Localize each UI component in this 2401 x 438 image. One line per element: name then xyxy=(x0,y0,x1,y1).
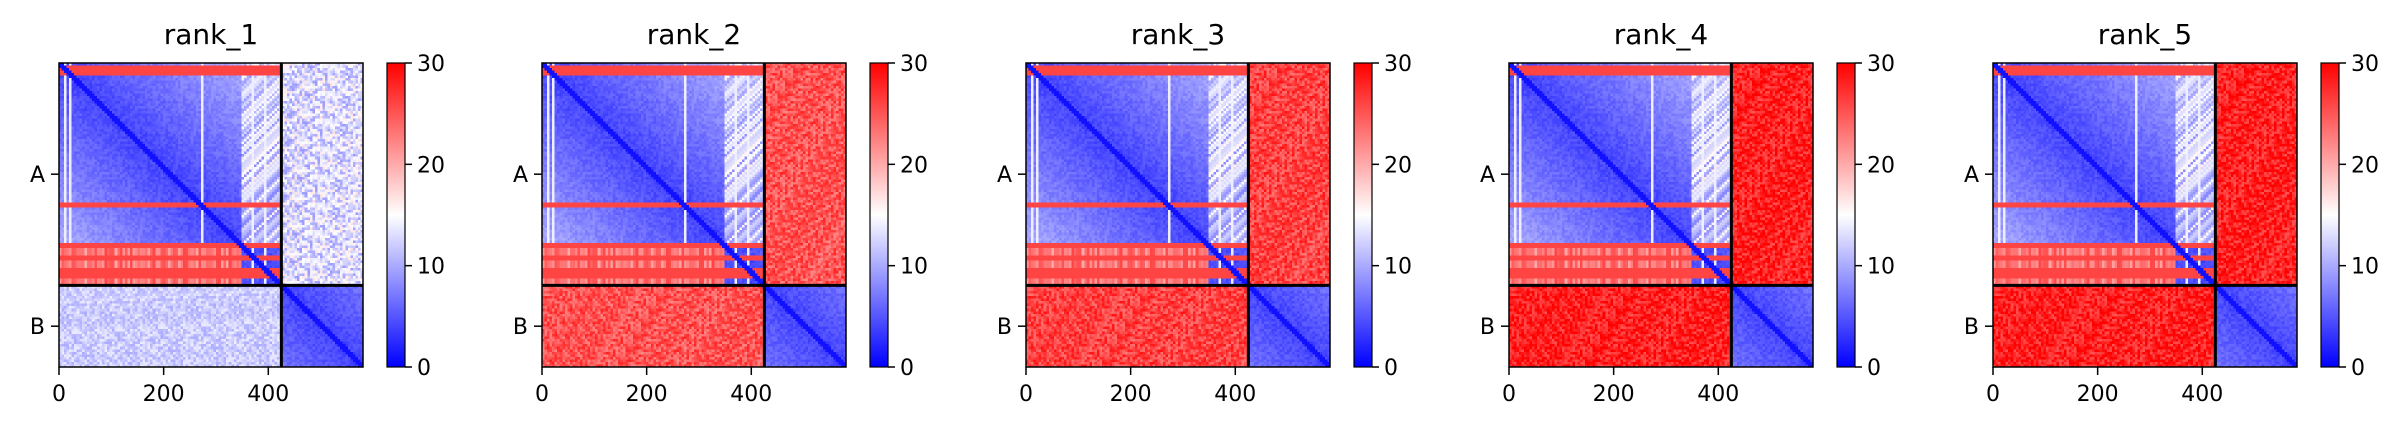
heatmap-frame xyxy=(1508,62,1814,368)
x-tick-label: 400 xyxy=(730,382,772,407)
chain-label-A: A xyxy=(30,163,45,188)
x-tick-label: 0 xyxy=(52,382,66,407)
colorbar-tick-label: 0 xyxy=(900,356,914,381)
x-tick-label: 200 xyxy=(2077,382,2119,407)
chain-label-B: B xyxy=(997,315,1012,340)
colorbar-tick-label: 30 xyxy=(900,52,928,77)
chain-label-A: A xyxy=(513,163,528,188)
colorbar-tick-label: 20 xyxy=(2351,153,2379,178)
panel-title: rank_3 xyxy=(1131,18,1225,51)
x-tick-label: 200 xyxy=(1110,382,1152,407)
panel-title: rank_4 xyxy=(1614,18,1708,51)
x-tick-label: 0 xyxy=(1502,382,1516,407)
colorbar-tick-label: 10 xyxy=(900,255,928,280)
colorbar xyxy=(2320,62,2340,368)
pae-heatmap xyxy=(1509,63,1813,367)
colorbar-tick-label: 10 xyxy=(417,255,445,280)
x-tick-label: 400 xyxy=(247,382,289,407)
x-tick-label: 400 xyxy=(2181,382,2223,407)
x-tick-label: 0 xyxy=(1019,382,1033,407)
colorbar xyxy=(869,62,889,368)
pae-heatmap xyxy=(59,63,363,367)
x-tick-label: 200 xyxy=(626,382,668,407)
panel-title: rank_5 xyxy=(2098,18,2192,51)
colorbar-tick-label: 10 xyxy=(2351,255,2379,280)
colorbar xyxy=(1836,62,1856,368)
pae-heatmap xyxy=(542,63,846,367)
colorbar-tick-label: 30 xyxy=(417,52,445,77)
colorbar xyxy=(386,62,406,368)
chain-label-B: B xyxy=(1480,315,1495,340)
heatmap-frame xyxy=(58,62,364,368)
panel-rank_5: rank_5 A B 0 200 400 0 10 20 30 xyxy=(1964,18,2379,407)
colorbar-tick-label: 0 xyxy=(2351,356,2365,381)
pae-heatmap xyxy=(1026,63,1330,367)
colorbar-tick-label: 0 xyxy=(1384,356,1398,381)
colorbar-tick-label: 0 xyxy=(417,356,431,381)
x-tick-label: 400 xyxy=(1697,382,1739,407)
x-tick-label: 200 xyxy=(1593,382,1635,407)
chain-label-B: B xyxy=(30,315,45,340)
colorbar-tick-label: 30 xyxy=(1867,52,1895,77)
chain-label-B: B xyxy=(1964,315,1979,340)
colorbar-tick-label: 20 xyxy=(900,153,928,178)
panel-rank_4: rank_4 A B 0 200 400 0 10 20 30 xyxy=(1480,18,1895,407)
panel-title: rank_1 xyxy=(164,18,258,51)
colorbar-tick-label: 20 xyxy=(417,153,445,178)
chain-label-A: A xyxy=(997,163,1012,188)
x-tick-label: 0 xyxy=(1986,382,2000,407)
colorbar-tick-label: 10 xyxy=(1867,255,1895,280)
panel-rank_3: rank_3 A B 0 200 400 0 10 20 30 xyxy=(997,18,1412,407)
x-tick-label: 0 xyxy=(535,382,549,407)
chain-label-A: A xyxy=(1964,163,1979,188)
chain-label-A: A xyxy=(1480,163,1495,188)
colorbar xyxy=(1353,62,1373,368)
colorbar-tick-label: 20 xyxy=(1384,153,1412,178)
heatmap-frame xyxy=(1992,62,2298,368)
chain-label-B: B xyxy=(513,315,528,340)
pae-heatmap xyxy=(1993,63,2297,367)
colorbar-tick-label: 10 xyxy=(1384,255,1412,280)
panel-rank_2: rank_2 A B 0 200 400 0 10 20 30 xyxy=(513,18,928,407)
colorbar-tick-label: 20 xyxy=(1867,153,1895,178)
panel-rank_1: rank_1 A B 0 200 400 0 10 20 30 xyxy=(30,18,445,407)
x-tick-label: 400 xyxy=(1214,382,1256,407)
heatmap-frame xyxy=(541,62,847,368)
heatmap-frame xyxy=(1025,62,1331,368)
colorbar-tick-label: 0 xyxy=(1867,356,1881,381)
colorbar-tick-label: 30 xyxy=(2351,52,2379,77)
panel-title: rank_2 xyxy=(647,18,741,51)
x-tick-label: 200 xyxy=(143,382,185,407)
colorbar-tick-label: 30 xyxy=(1384,52,1412,77)
